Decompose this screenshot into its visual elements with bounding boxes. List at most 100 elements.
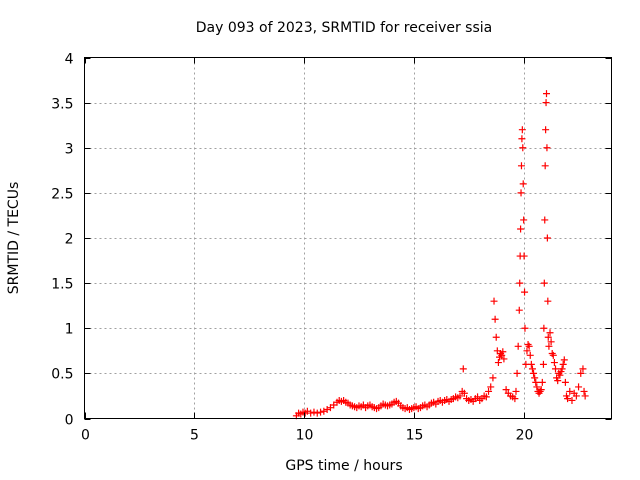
y-tick-label: 1.5 xyxy=(51,277,73,293)
data-point xyxy=(564,395,572,403)
data-point xyxy=(517,189,525,197)
data-point xyxy=(546,329,554,337)
data-point xyxy=(521,324,529,332)
data-point xyxy=(547,338,555,346)
data-point xyxy=(456,392,464,400)
data-point xyxy=(533,383,541,391)
x-tick-label: 15 xyxy=(406,428,424,444)
y-axis-title: SRMTID / TECUs xyxy=(6,182,22,295)
data-point xyxy=(541,162,549,170)
data-point xyxy=(516,279,524,287)
data-point xyxy=(317,408,325,416)
points-layer xyxy=(292,90,589,420)
y-tick-label: 3 xyxy=(65,142,74,158)
data-point xyxy=(518,135,526,143)
data-point xyxy=(500,355,508,363)
data-point xyxy=(499,348,507,356)
data-point xyxy=(572,392,580,400)
data-point xyxy=(323,405,331,413)
data-point xyxy=(526,351,534,359)
data-point xyxy=(541,216,549,224)
ticks-layer: 0 5 10 15 20 0 0.5 1 1.5 2 2.5 3 3.5 4 xyxy=(51,52,612,444)
data-point xyxy=(545,342,553,350)
data-point xyxy=(575,383,583,391)
data-point xyxy=(556,371,564,379)
data-point xyxy=(512,387,520,395)
data-point xyxy=(502,386,510,394)
data-point xyxy=(527,360,535,368)
data-point xyxy=(544,297,552,305)
data-point xyxy=(549,351,557,359)
data-point xyxy=(558,365,566,373)
data-point xyxy=(460,389,468,397)
data-point xyxy=(568,396,576,404)
data-point xyxy=(492,333,500,341)
x-tick-label: 0 xyxy=(81,428,90,444)
data-point xyxy=(552,365,560,373)
data-point xyxy=(531,374,539,382)
data-point xyxy=(487,383,495,391)
data-point xyxy=(543,144,551,152)
y-tick-label: 4 xyxy=(65,52,74,68)
data-point xyxy=(561,378,569,386)
data-point xyxy=(540,279,548,287)
data-point xyxy=(313,409,321,417)
chart-title: Day 093 of 2023, SRMTID for receiver ssi… xyxy=(196,20,492,36)
data-point xyxy=(310,408,318,416)
data-point xyxy=(459,365,467,373)
data-point xyxy=(520,216,528,224)
data-point xyxy=(491,315,499,323)
data-point xyxy=(320,407,328,415)
data-point xyxy=(532,378,540,386)
data-point xyxy=(540,324,548,332)
x-tick-label: 10 xyxy=(296,428,314,444)
data-point xyxy=(474,393,482,401)
data-point xyxy=(538,378,546,386)
data-point xyxy=(520,252,528,260)
data-point xyxy=(560,356,568,364)
data-point xyxy=(511,395,519,403)
data-point xyxy=(550,359,558,367)
data-point xyxy=(519,180,527,188)
y-tick-label: 1 xyxy=(65,322,74,338)
data-point xyxy=(517,225,525,233)
data-point xyxy=(559,360,567,368)
y-tick-label: 0.5 xyxy=(51,367,73,383)
data-point xyxy=(580,387,588,395)
data-point xyxy=(566,387,574,395)
x-axis-title: GPS time / hours xyxy=(285,458,402,474)
data-point xyxy=(525,342,533,350)
data-point xyxy=(539,360,547,368)
y-tick-label: 2.5 xyxy=(51,187,73,203)
data-point xyxy=(530,369,538,377)
data-point xyxy=(515,306,523,314)
data-point xyxy=(519,144,527,152)
data-point xyxy=(485,387,493,395)
data-point xyxy=(517,162,525,170)
data-point xyxy=(494,359,502,367)
y-tick-label: 0 xyxy=(65,413,74,429)
grid-layer xyxy=(84,57,612,419)
data-point xyxy=(518,126,526,134)
data-point xyxy=(489,374,497,382)
data-point xyxy=(498,351,506,359)
data-point xyxy=(521,288,529,296)
data-point xyxy=(577,369,585,377)
x-tick-label: 20 xyxy=(516,428,534,444)
data-point xyxy=(579,365,587,373)
data-point xyxy=(523,347,531,355)
data-point xyxy=(542,126,550,134)
data-point xyxy=(513,369,521,377)
data-point xyxy=(548,350,556,358)
y-tick-label: 2 xyxy=(65,232,74,248)
data-point xyxy=(554,377,562,385)
data-point xyxy=(544,333,552,341)
data-point xyxy=(524,340,532,348)
data-point xyxy=(482,393,490,401)
data-point xyxy=(537,386,545,394)
data-point xyxy=(490,297,498,305)
data-point xyxy=(543,90,551,98)
data-point xyxy=(581,392,589,400)
